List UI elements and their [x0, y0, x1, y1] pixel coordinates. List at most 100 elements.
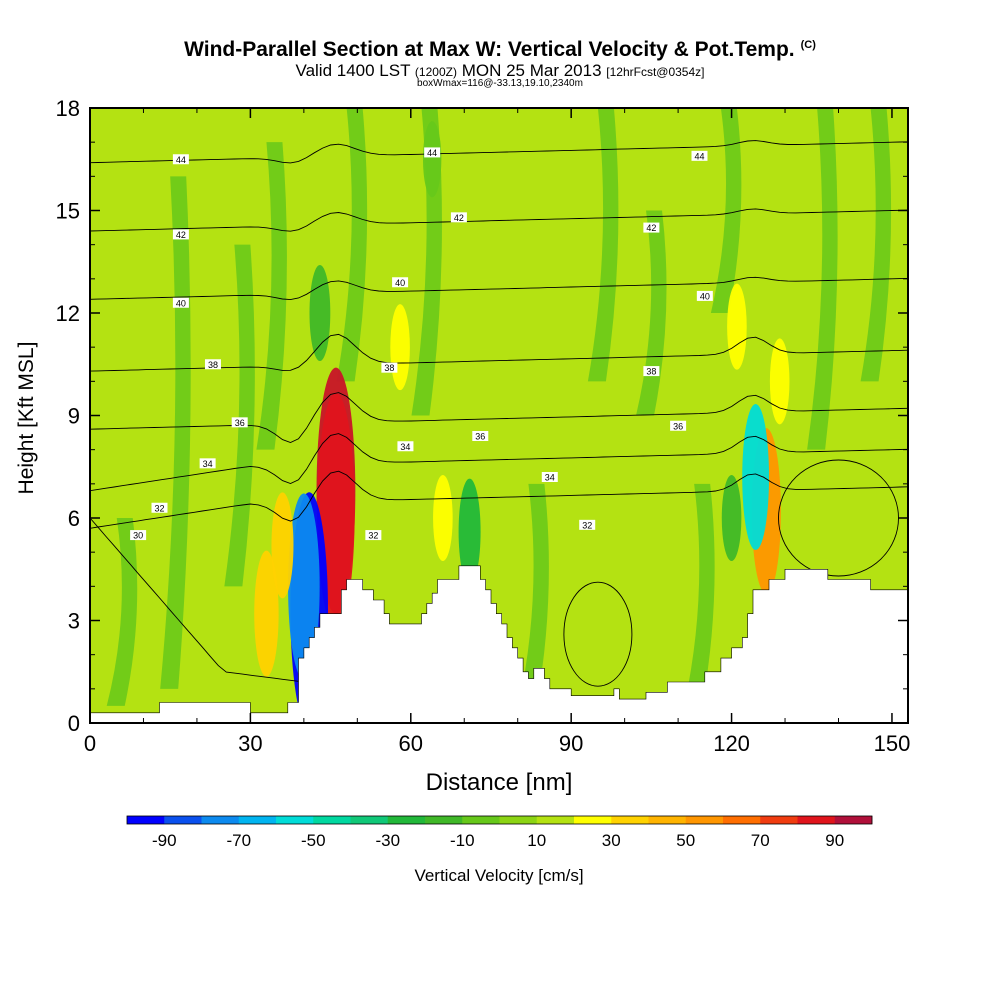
- colorbar-tick-label: 70: [751, 831, 770, 850]
- theta-label: 38: [204, 359, 221, 370]
- theta-label-text: 38: [646, 367, 656, 377]
- theta-label-text: 36: [475, 432, 485, 442]
- subtitle-zulu: (1200Z): [414, 65, 457, 79]
- downdraft-streak: [684, 483, 715, 706]
- theta-label: 42: [172, 229, 189, 240]
- y-axis-label: Height [Kft MSL]: [15, 342, 38, 495]
- chart-title-text: Wind-Parallel Section at Max W: Vertical…: [184, 38, 795, 61]
- downdraft-cell: [458, 478, 481, 585]
- theta-label-bg: [579, 519, 596, 530]
- theta-label-bg: [472, 431, 489, 441]
- colorbar-tick-label: 90: [825, 831, 844, 850]
- updraft-cell: [254, 550, 279, 677]
- x-tick-label: 120: [713, 731, 750, 756]
- theta-contour-38: [90, 333, 908, 372]
- theta-label-bg: [172, 154, 189, 165]
- colorbar-swatch: [462, 816, 500, 824]
- downdraft-streak: [224, 244, 255, 587]
- theta-label: 32: [151, 502, 168, 513]
- colorbar-swatch: [313, 816, 351, 824]
- downdraft-cell: [309, 265, 331, 361]
- colorbar-tick-label: -50: [301, 831, 326, 850]
- theta-label: 38: [381, 362, 398, 373]
- theta-contour-closed: [563, 581, 633, 687]
- subtitle-forecast: [12hrFcst@0354z]: [606, 65, 705, 79]
- downdraft-streak: [518, 483, 549, 706]
- colorbar-swatch: [648, 816, 687, 824]
- updraft-cell: [769, 338, 790, 425]
- theta-label: 44: [424, 147, 441, 158]
- theta-label: 32: [365, 530, 382, 541]
- subtitle-valid: Valid 1400 LST: [295, 61, 411, 80]
- theta-label: 32: [579, 519, 596, 530]
- theta-label-text: 38: [384, 363, 394, 373]
- y-tick-label: 0: [68, 711, 80, 736]
- theta-label: 34: [397, 441, 414, 452]
- downdraft-streak: [807, 108, 838, 450]
- theta-label: 38: [643, 366, 660, 377]
- downdraft-cell: [742, 404, 770, 550]
- colorbar-swatch: [425, 816, 463, 824]
- terrain-profile: [90, 565, 908, 723]
- y-tick-label: 6: [68, 506, 80, 531]
- theta-label-text: 40: [176, 298, 186, 308]
- theta-label: 42: [450, 212, 467, 223]
- updraft-cell: [433, 475, 453, 561]
- theta-contour-34: [90, 433, 908, 492]
- downdraft-streak: [860, 108, 892, 382]
- y-tick-label: 3: [68, 609, 80, 634]
- updraft-cell: [390, 304, 410, 391]
- theta-label-text: 36: [235, 418, 245, 428]
- colorbar-frame: [126, 815, 873, 825]
- theta-label: 40: [392, 277, 409, 288]
- theta-label-bg: [172, 229, 189, 240]
- colorbar-swatch: [164, 816, 202, 824]
- theta-label-text: 32: [582, 520, 592, 530]
- copyright-mark: (C): [800, 39, 816, 51]
- y-tick-label: 9: [68, 404, 80, 429]
- chart-info-line: boxWmax=116@-33.13,19.10,2340m: [417, 78, 583, 89]
- chart-subtitle: Valid 1400 LST (1200Z) MON 25 Mar 2013 […: [0, 61, 1000, 81]
- theta-label-bg: [199, 458, 216, 469]
- theta-contour-44: [90, 140, 908, 164]
- theta-contour-42: [90, 208, 908, 232]
- downdraft-streak: [106, 518, 138, 706]
- x-tick-label: 90: [559, 731, 583, 756]
- theta-label-text: 34: [400, 442, 410, 452]
- x-axis-label: Distance [nm]: [426, 769, 573, 796]
- colorbar-tick-label: -90: [152, 831, 177, 850]
- theta-label-text: 44: [176, 155, 186, 165]
- theta-label-bg: [130, 530, 147, 541]
- colorbar-swatch: [127, 816, 165, 824]
- downdraft-cell: [721, 475, 742, 561]
- theta-label-text: 42: [646, 223, 656, 233]
- y-tick-label: 18: [56, 96, 80, 121]
- colorbar-swatch: [760, 816, 798, 824]
- theta-label-text: 32: [368, 531, 378, 541]
- updraft-cell: [271, 492, 294, 599]
- theta-contour-labels: 44 44 44 42 42 42 40 40 40 38 38 38 36 36 36 34 34 34 32 32…: [130, 147, 713, 541]
- colorbar: -90 -70 -50 -30 -10 10 30 50 70 90: [126, 815, 873, 850]
- theta-label-bg: [450, 212, 467, 223]
- colorbar-swatch: [574, 816, 612, 824]
- theta-label-bg: [643, 366, 660, 377]
- theta-label-bg: [696, 290, 713, 301]
- updraft-cell: [727, 283, 747, 370]
- theta-label: 36: [472, 431, 489, 442]
- x-axis: 0 30 60 90 120 150: [84, 108, 910, 756]
- theta-label-text: 42: [176, 230, 186, 240]
- theta-contour-36: [90, 392, 908, 443]
- theta-label-text: 36: [673, 421, 683, 431]
- colorbar-swatch: [685, 816, 724, 824]
- theta-label-text: 44: [694, 151, 704, 161]
- theta-label-bg: [424, 147, 441, 158]
- theta-label: 42: [643, 222, 660, 233]
- theta-label-bg: [231, 417, 248, 428]
- x-tick-label: 150: [874, 731, 911, 756]
- theta-label-bg: [365, 530, 382, 541]
- theta-label-text: 34: [203, 459, 213, 469]
- theta-label-text: 44: [427, 148, 437, 158]
- theta-label: 40: [172, 297, 189, 308]
